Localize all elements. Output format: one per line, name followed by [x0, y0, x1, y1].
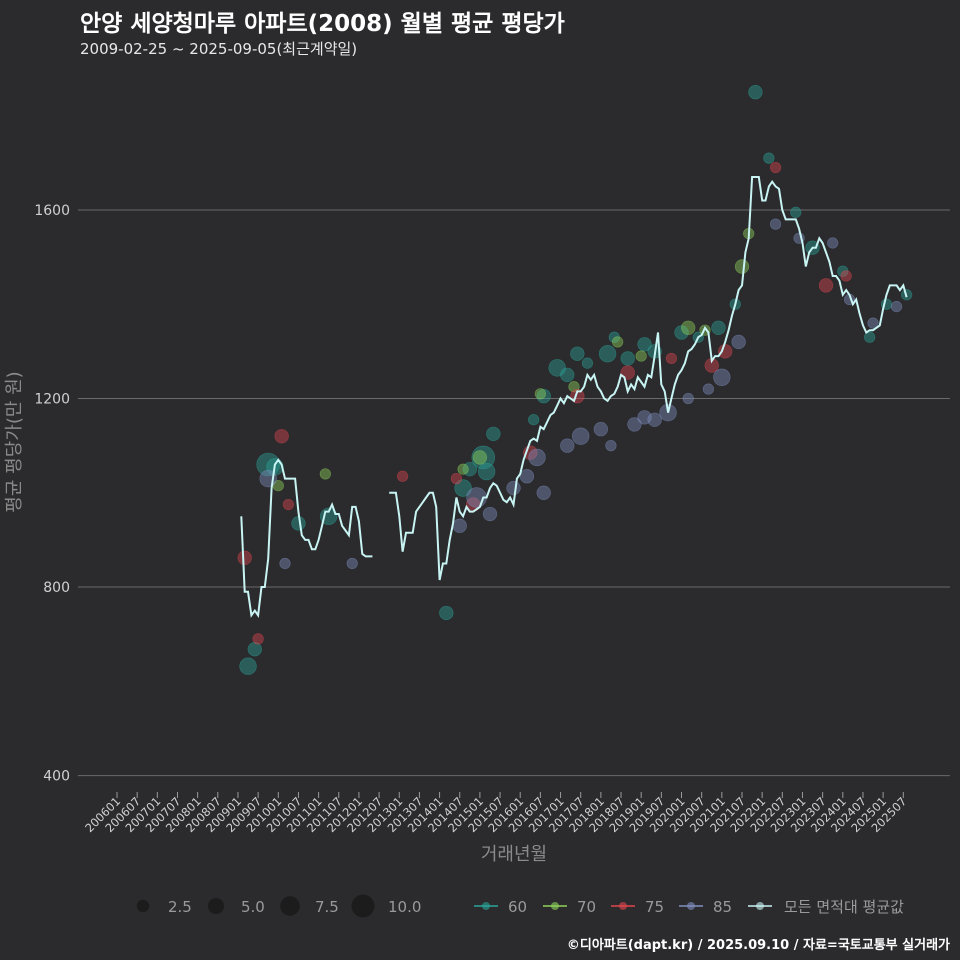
legend-average-dot — [756, 902, 764, 910]
y-axis-title: 평균 평당가(만 원) — [4, 371, 25, 512]
y-tick-label: 1600 — [34, 203, 70, 219]
x-axis-ticks: 2006012006072007012007072008012008072009… — [82, 792, 909, 835]
data-point-60 — [864, 331, 876, 343]
legend-area-dot — [551, 902, 559, 910]
y-tick-label: 400 — [43, 769, 70, 785]
data-point-75 — [450, 473, 462, 485]
data-point-60 — [748, 84, 763, 100]
chart-title: 안양 세양청마루 아파트(2008) 월별 평균 평당가 — [80, 11, 565, 37]
data-point-60 — [477, 462, 496, 481]
data-point-85 — [647, 412, 662, 427]
legend-area-label: 85 — [713, 898, 732, 916]
data-point-85 — [731, 334, 746, 350]
data-point-60 — [570, 346, 585, 361]
data-point-75 — [252, 633, 264, 645]
data-point-85 — [713, 368, 731, 386]
data-point-60 — [454, 479, 472, 497]
scatter-points — [237, 84, 913, 675]
data-point-85 — [867, 317, 879, 329]
data-point-85 — [452, 518, 467, 533]
data-point-60 — [536, 388, 551, 404]
legend-size-label: 5.0 — [241, 898, 265, 916]
data-point-85 — [890, 300, 903, 313]
data-point-75 — [665, 352, 678, 365]
data-point-85 — [605, 440, 617, 452]
legend-average-label: 모든 면적대 평균값 — [784, 898, 904, 916]
data-point-60 — [239, 657, 257, 675]
data-point-70 — [319, 468, 331, 480]
legend-size-swatch — [280, 896, 300, 916]
y-tick-label: 1200 — [34, 392, 70, 408]
data-point-60 — [598, 345, 617, 363]
data-point-70 — [734, 259, 750, 274]
data-point-75 — [840, 270, 852, 282]
data-point-60 — [462, 462, 477, 477]
data-point-85 — [528, 448, 546, 467]
data-point-75 — [274, 429, 289, 444]
grid-lines — [78, 209, 950, 777]
x-axis-title: 거래년월 — [481, 844, 547, 865]
legend-area-label: 70 — [577, 898, 596, 916]
data-point-60 — [439, 605, 454, 621]
data-point-85 — [279, 557, 291, 570]
data-point-60 — [471, 445, 496, 470]
source-caption: ©디아파트(dapt.kr) / 2025.09.10 / 자료=국토교통부 실… — [566, 938, 950, 953]
data-point-85 — [702, 383, 714, 395]
chart-subtitle: 2009-02-25 ~ 2025-09-05(최근계약일) — [80, 40, 358, 58]
data-point-85 — [506, 480, 521, 496]
data-point-75 — [237, 550, 252, 565]
data-point-60 — [711, 320, 726, 335]
legend-area-dot — [619, 902, 627, 910]
data-point-85 — [560, 438, 575, 453]
data-point-70 — [681, 320, 696, 335]
data-point-75 — [397, 470, 409, 482]
data-point-60 — [790, 206, 802, 218]
data-point-60 — [581, 357, 594, 369]
legend-area-label: 75 — [645, 898, 664, 916]
data-point-85 — [627, 417, 642, 432]
data-point-70 — [635, 350, 647, 362]
data-point-85 — [827, 237, 839, 249]
data-point-75 — [818, 278, 834, 293]
average-line — [240, 176, 908, 619]
data-point-85 — [572, 427, 590, 445]
y-tick-label: 800 — [43, 580, 70, 596]
data-point-75 — [620, 365, 635, 380]
legend-size-label: 10.0 — [388, 898, 421, 916]
data-point-75 — [282, 498, 294, 511]
legend-size-label: 2.5 — [168, 898, 192, 916]
data-point-85 — [346, 557, 358, 570]
legend-area-dot — [482, 902, 490, 910]
data-point-85 — [482, 506, 498, 522]
legend: 2.5 5.0 7.5 10.0 60 70 75 85 모든 면적대 평균값 — [136, 894, 904, 918]
data-point-60 — [620, 351, 635, 366]
data-point-70 — [457, 463, 469, 475]
data-point-75 — [769, 161, 782, 174]
data-point-85 — [769, 218, 782, 230]
data-point-85 — [519, 469, 535, 484]
data-point-85 — [682, 392, 694, 405]
data-point-60 — [486, 426, 501, 442]
data-point-70 — [534, 388, 546, 400]
legend-area-label: 60 — [508, 898, 527, 916]
data-point-60 — [637, 337, 652, 352]
data-point-70 — [612, 336, 624, 348]
legend-area-dot — [687, 902, 695, 910]
data-point-75 — [718, 344, 733, 359]
y-axis-ticks: 400 800 1200 1600 — [34, 203, 70, 785]
data-point-60 — [548, 359, 566, 377]
legend-size-swatch — [208, 898, 224, 914]
data-point-85 — [593, 421, 609, 437]
data-point-60 — [528, 414, 540, 426]
data-point-60 — [560, 367, 575, 383]
data-point-85 — [536, 485, 551, 500]
legend-size-swatch — [136, 899, 150, 913]
data-point-60 — [763, 152, 775, 164]
data-point-70 — [472, 450, 488, 465]
data-point-60 — [247, 642, 262, 657]
legend-size-swatch — [351, 894, 375, 918]
legend-size-label: 7.5 — [315, 898, 339, 916]
